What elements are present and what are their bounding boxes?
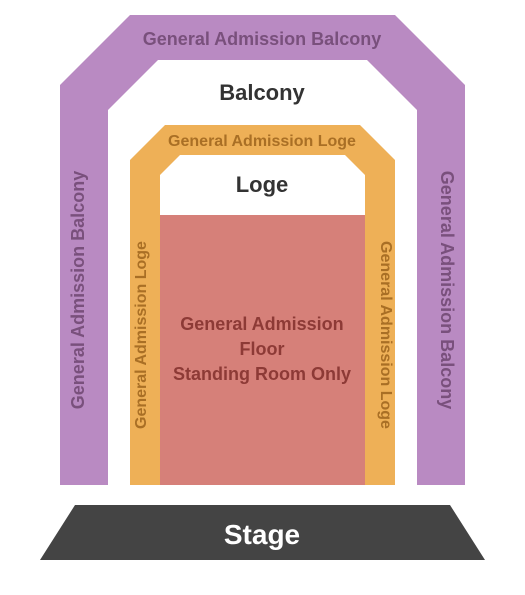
floor-label-line3: Standing Room Only [173,364,351,384]
balcony-title: Balcony [219,80,305,105]
loge-top-label: General Admission Loge [168,133,356,150]
loge-title: Loge [236,172,289,197]
balcony-top-label: General Admission Balcony [143,29,381,49]
floor-label-line1: General Admission [180,314,343,334]
balcony-left-label: General Admission Balcony [68,171,88,409]
loge-left-label: General Admission Loge [133,241,150,429]
floor-label-line2: Floor [240,339,285,359]
balcony-right-label: General Admission Balcony [437,171,457,409]
loge-right-label: General Admission Loge [377,241,394,429]
stage-label: Stage [224,519,300,550]
seating-chart: General Admission Balcony General Admiss… [0,0,525,590]
